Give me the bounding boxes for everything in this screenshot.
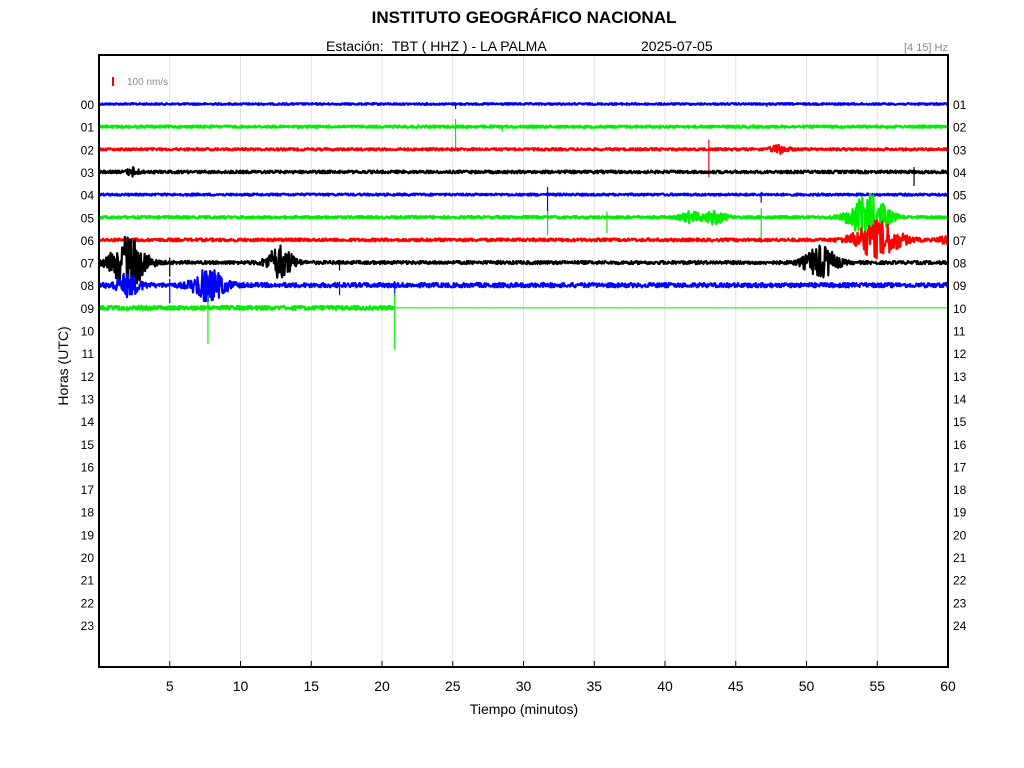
x-tick-label: 25 xyxy=(445,678,461,694)
hour-label-left: 18 xyxy=(81,506,95,520)
trace-hour-9 xyxy=(98,304,395,311)
x-tick-label: 15 xyxy=(303,678,319,694)
x-tick-label: 35 xyxy=(586,678,602,694)
hour-label-right: 05 xyxy=(953,189,967,203)
hour-label-right: 17 xyxy=(953,460,967,474)
hour-label-left: 02 xyxy=(81,143,95,157)
hour-label-right: 19 xyxy=(953,506,967,520)
hour-label-right: 06 xyxy=(953,211,967,225)
hour-label-left: 00 xyxy=(81,98,95,112)
hour-label-left: 21 xyxy=(81,574,95,588)
hour-label-right: 23 xyxy=(953,596,967,610)
hour-label-left: 14 xyxy=(81,415,95,429)
hour-label-left: 19 xyxy=(81,528,95,542)
trace-hour-6 xyxy=(98,219,949,260)
hour-label-left: 17 xyxy=(81,483,95,497)
hour-label-right: 24 xyxy=(953,619,967,633)
hour-label-right: 14 xyxy=(953,392,967,406)
hour-label-left: 22 xyxy=(81,596,95,610)
hour-label-left: 15 xyxy=(81,438,95,452)
hour-label-right: 03 xyxy=(953,143,967,157)
hour-label-left: 04 xyxy=(81,189,95,203)
trace-hour-5 xyxy=(98,193,949,234)
hour-label-right: 11 xyxy=(953,325,966,339)
hour-label-left: 23 xyxy=(81,619,95,633)
hour-label-left: 07 xyxy=(81,257,95,271)
trace-hour-0 xyxy=(98,102,949,106)
hour-label-left: 05 xyxy=(81,211,95,225)
hour-label-right: 22 xyxy=(953,574,967,588)
hour-label-right: 12 xyxy=(953,347,967,361)
hour-label-right: 13 xyxy=(953,370,967,384)
scale-bar-label: 100 nm/s xyxy=(127,77,168,88)
x-tick-label: 10 xyxy=(233,678,249,694)
station-name: TBT ( HHZ ) - LA PALMA xyxy=(391,38,547,54)
x-tick-label: 5 xyxy=(166,678,174,694)
hour-label-right: 18 xyxy=(953,483,967,497)
grid-lines xyxy=(169,55,878,667)
x-tick-label: 40 xyxy=(657,678,673,694)
hour-label-left: 03 xyxy=(81,166,95,180)
page-title: INSTITUTO GEOGRÁFICO NACIONAL xyxy=(371,8,677,27)
filter-band: [4 15] Hz xyxy=(903,42,948,54)
hour-label-right: 16 xyxy=(953,438,967,452)
hour-label-right: 09 xyxy=(953,279,967,293)
axis-ticks: 5 10 15 20 25 30 35 40 45 50 55 60 00 01 02 03 04 05 06 07 0… xyxy=(81,98,967,694)
station-label: Estación: xyxy=(326,38,384,54)
hour-label-right: 10 xyxy=(953,302,967,316)
hour-label-left: 01 xyxy=(81,121,95,135)
seismic-traces xyxy=(97,102,949,350)
scale-bar: 100 nm/s xyxy=(112,77,168,88)
x-tick-label: 30 xyxy=(516,678,532,694)
hour-label-left: 13 xyxy=(81,392,95,406)
hour-label-left: 08 xyxy=(81,279,95,293)
y-axis-label: Horas (UTC) xyxy=(55,326,71,405)
hour-label-right: 07 xyxy=(953,234,967,248)
x-tick-label: 45 xyxy=(728,678,744,694)
hour-label-left: 20 xyxy=(81,551,95,565)
hour-label-left: 12 xyxy=(81,370,95,384)
hour-label-left: 11 xyxy=(82,347,95,361)
x-axis-label: Tiempo (minutos) xyxy=(470,701,578,717)
x-tick-label: 50 xyxy=(799,678,815,694)
hour-label-right: 01 xyxy=(953,98,967,112)
hour-label-right: 08 xyxy=(953,257,967,271)
x-tick-label: 60 xyxy=(940,678,956,694)
hour-label-right: 20 xyxy=(953,528,967,542)
station-info: Estación: TBT ( HHZ ) - LA PALMA xyxy=(326,38,547,54)
trace-hour-1 xyxy=(98,124,949,129)
hour-label-left: 10 xyxy=(81,325,95,339)
hour-label-left: 09 xyxy=(81,302,95,316)
hour-label-right: 21 xyxy=(953,551,967,565)
trace-hour-3 xyxy=(97,166,949,178)
trace-hour-2 xyxy=(97,143,949,155)
hour-label-right: 02 xyxy=(953,121,967,135)
hour-label-left: 06 xyxy=(81,234,95,248)
x-tick-label: 20 xyxy=(374,678,390,694)
trace-hour-4 xyxy=(98,192,949,197)
hour-label-right: 04 xyxy=(953,166,967,180)
trace-hour-8 xyxy=(97,269,949,303)
hour-label-left: 16 xyxy=(81,460,95,474)
x-tick-label: 55 xyxy=(869,678,885,694)
trace-hour-7 xyxy=(97,235,949,290)
hour-label-right: 15 xyxy=(953,415,967,429)
plot-date: 2025-07-05 xyxy=(641,38,713,54)
